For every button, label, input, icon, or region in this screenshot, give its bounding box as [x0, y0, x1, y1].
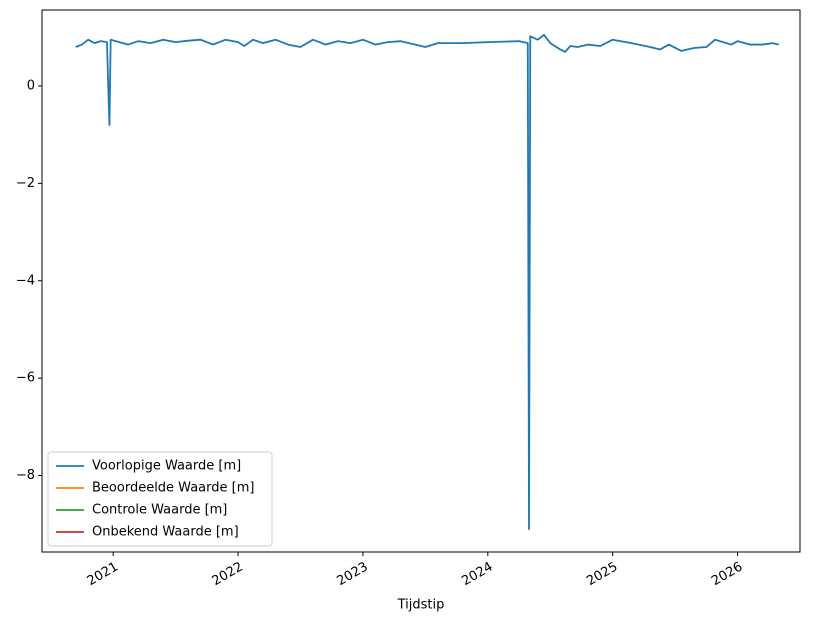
- x-tick-label: 2021: [85, 560, 121, 590]
- y-tick-label: −8: [16, 468, 35, 483]
- x-tick-label: 2026: [709, 560, 745, 590]
- x-tick-label: 2022: [210, 560, 246, 590]
- y-tick-label: −6: [16, 371, 35, 386]
- x-tick-label: 2025: [584, 560, 620, 590]
- x-tick-label: 2023: [335, 560, 371, 590]
- legend-label: Onbekend Waarde [m]: [92, 525, 239, 540]
- legend-box: [47, 451, 273, 547]
- legend-label: Voorlopige Waarde [m]: [92, 459, 241, 474]
- x-axis-label: Tijdstip: [397, 598, 445, 613]
- legend-label: Beoordeelde Waarde [m]: [92, 481, 254, 496]
- x-tick-label: 2024: [459, 560, 495, 590]
- y-tick-label: 0: [27, 78, 35, 93]
- legend-label: Controle Waarde [m]: [92, 503, 227, 518]
- y-tick-label: −2: [16, 176, 35, 191]
- y-tick-label: −4: [16, 273, 35, 288]
- series-line: [75, 33, 779, 531]
